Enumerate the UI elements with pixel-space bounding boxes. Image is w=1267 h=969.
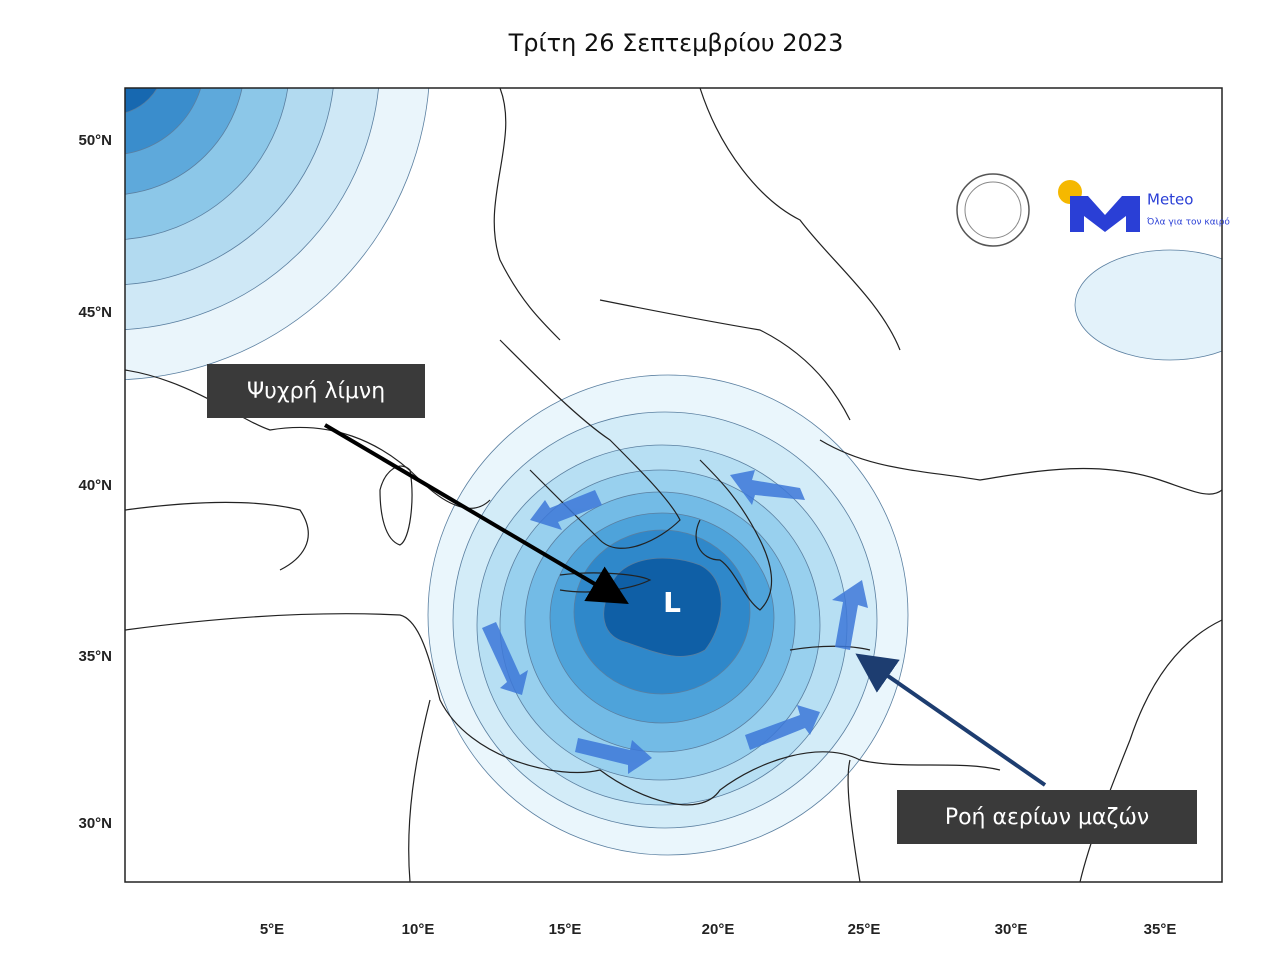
flow-arrow [745,705,820,750]
flow-arrow [832,580,868,650]
lat-label: 30°N [78,815,112,832]
annotation-text: Ψυχρή λίμνη [247,379,385,404]
flow-arrows [482,470,868,774]
annotation-arrow [323,423,629,605]
low-contours [427,374,909,856]
lon-label: 15°E [549,921,582,938]
lat-label: 45°N [78,304,112,321]
lat-label: 35°N [78,648,112,665]
flow-arrow [575,738,652,774]
ne-contour [1074,249,1222,361]
low-label: L [663,586,681,619]
seal-logo [956,173,1030,247]
lon-label: 5°E [260,921,284,938]
lon-label: 25°E [848,921,881,938]
flow-arrow [482,622,528,695]
flow-arrow [530,490,602,530]
nw-contours [125,88,430,380]
annotation-box [897,790,1197,844]
flow-arrow [730,470,805,505]
lon-labels: 5°E 10°E 15°E 20°E 25°E 30°E 35°E [260,921,1177,938]
annotation-box [207,364,425,418]
logo-tagline: Όλα για τον καιρό [1146,217,1230,228]
logo-name: Meteo [1147,191,1193,209]
lon-label: 35°E [1144,921,1177,938]
lon-label: 30°E [995,921,1028,938]
lat-label: 50°N [78,132,112,149]
annotation-text: Ροή αερίων μαζών [945,805,1149,830]
title: Τρίτη 26 Σεπτεμβρίου 2023 [508,29,844,57]
lat-labels: 50°N 45°N 40°N 35°N 30°N [78,132,112,832]
lon-label: 20°E [702,921,735,938]
lon-label: 10°E [402,921,435,938]
lat-label: 40°N [78,477,112,494]
logos: Meteo Όλα για τον καιρό [956,173,1230,247]
annotation-arrow [855,653,1047,787]
m-logo [1070,196,1140,232]
map-frame [124,87,1223,883]
contours [125,88,1222,882]
seal-logo-ring [964,181,1022,239]
